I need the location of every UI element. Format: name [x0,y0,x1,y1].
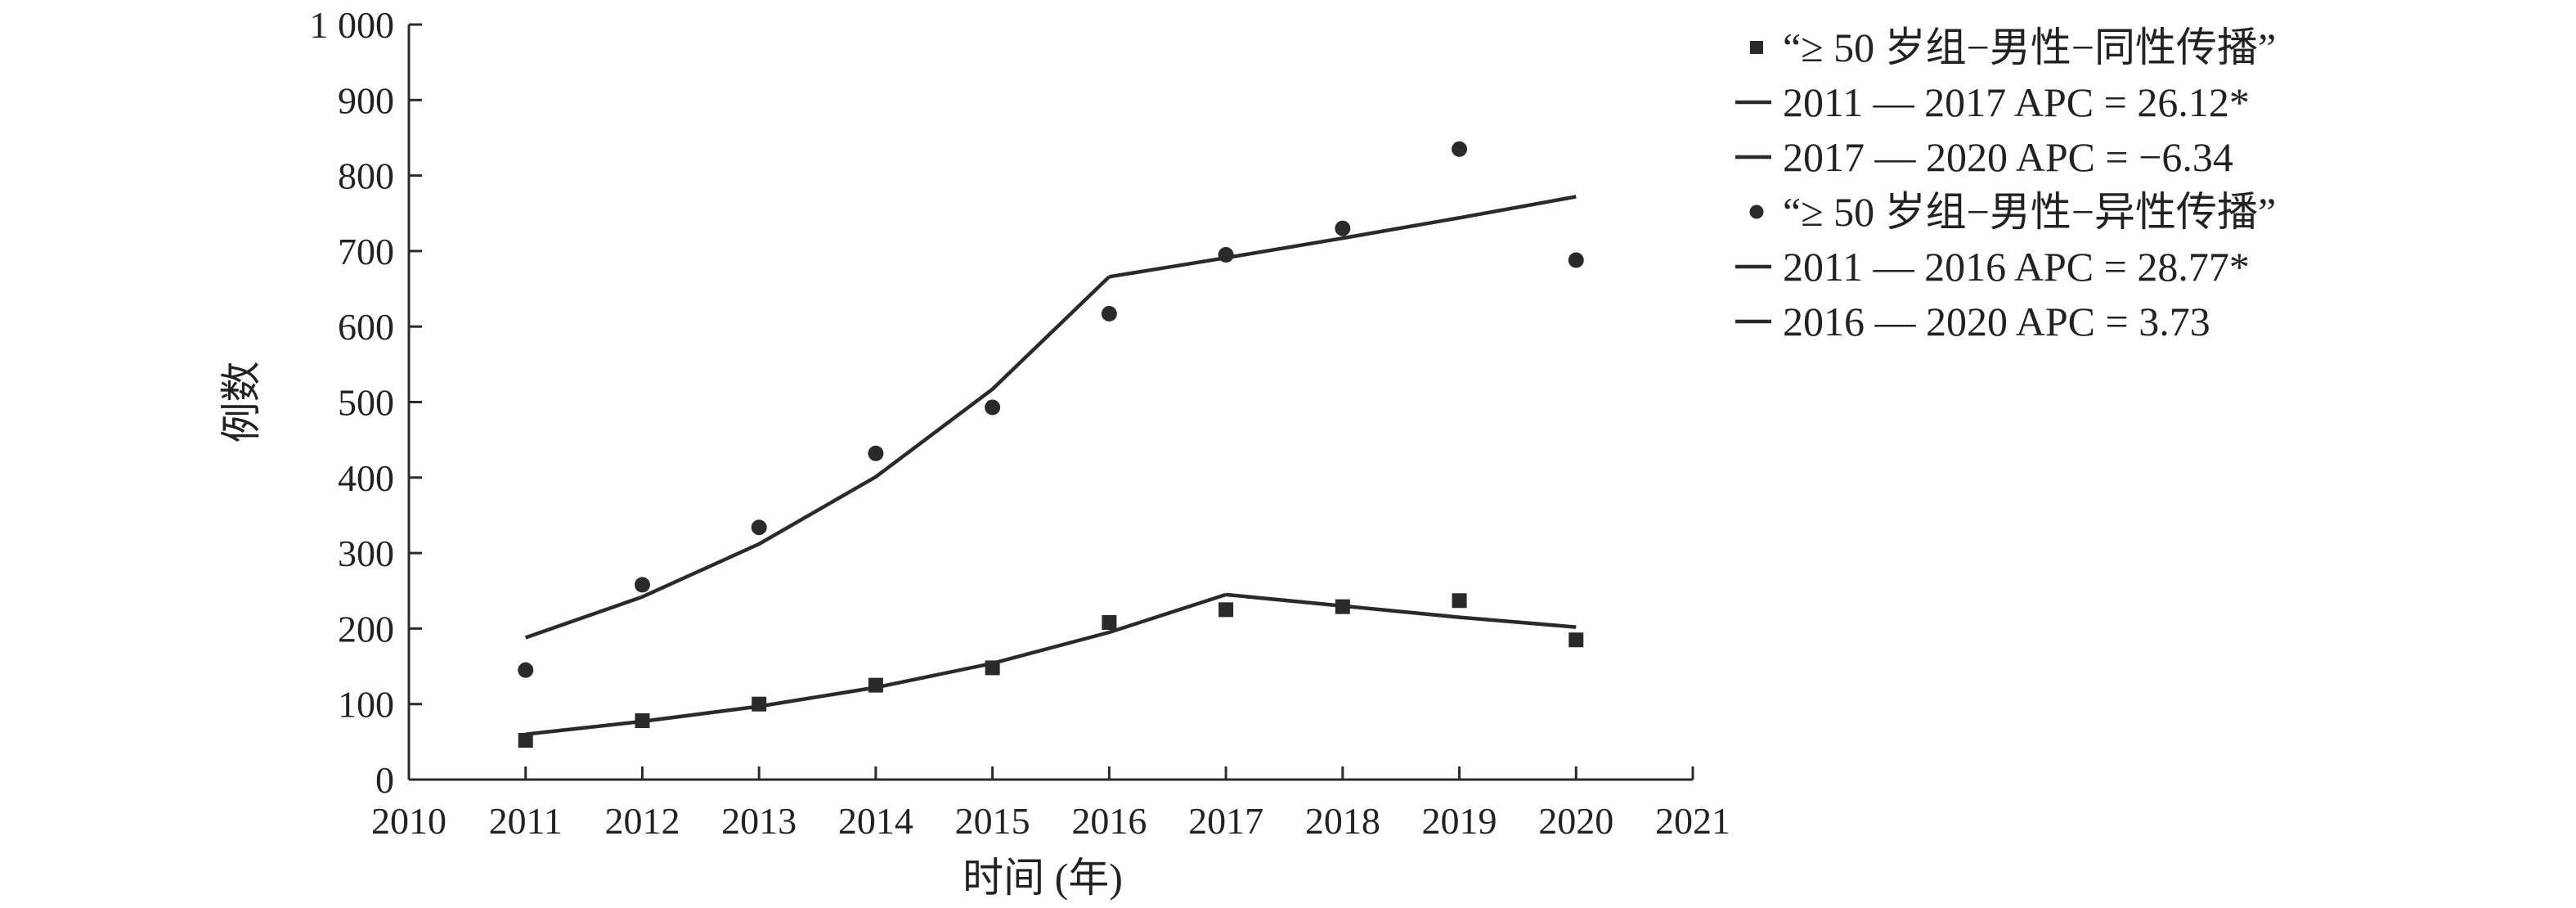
x-tick-label: 2017 [1188,800,1263,842]
data-point-circle [1335,220,1351,236]
data-point-square [1218,602,1234,618]
y-tick-label: 400 [338,457,394,499]
legend-label: 2011 — 2016 APC = 28.77* [1783,244,2250,290]
legend-label: 2011 — 2017 APC = 26.12* [1783,79,2250,125]
x-tick-label: 2012 [604,800,680,842]
data-point-square [752,696,767,712]
data-point-square [1335,599,1350,614]
data-point-circle [1452,141,1468,157]
x-axis-title: 时间 (年) [963,855,1123,901]
y-tick-label: 600 [338,306,394,348]
legend-label: 2016 — 2020 APC = 3.73 [1783,299,2210,344]
data-point-square [635,713,650,729]
data-point-circle [518,662,534,678]
x-tick-label: 2013 [721,800,797,842]
x-tick-label: 2021 [1655,800,1730,842]
fit-line-3 [524,275,1111,640]
y-tick-label: 700 [338,231,394,272]
x-tick-label: 2011 [489,800,563,842]
data-point-square [1568,632,1584,648]
y-tick-label: 100 [338,684,394,726]
x-tick-label: 2010 [371,800,447,842]
fit-line-4 [1109,195,1577,279]
y-tick-label: 1 000 [310,4,395,46]
data-points [518,141,1584,748]
data-point-circle [1568,252,1584,268]
data-point-square [985,660,1000,676]
legend-marker-circle [1749,205,1764,219]
data-point-square [518,733,533,748]
y-tick-label: 900 [338,79,394,121]
x-tick-label: 2014 [838,800,913,842]
data-point-square [1452,593,1467,609]
data-point-circle [634,577,650,593]
fit-line-1 [525,592,1227,736]
y-tick-label: 800 [338,155,394,197]
x-tick-label: 2015 [955,800,1030,842]
legend-marker-square [1750,41,1763,54]
data-point-circle [868,445,884,461]
y-tick-label: 500 [338,382,394,424]
y-tick-label: 0 [375,759,394,801]
data-point-circle [985,399,1001,416]
legend-label: 2017 — 2020 APC = −6.34 [1783,134,2233,180]
x-tick-label: 2016 [1071,800,1147,842]
fit-line-2 [1225,592,1577,629]
data-point-circle [1101,306,1117,322]
x-tick-label: 2018 [1305,800,1380,842]
legend-label: “≥ 50 岁组−男性−同性传播” [1783,25,2276,70]
legend: “≥ 50 岁组−男性−同性传播” 2011 — 2017 APC = 26.12… [1735,25,2276,344]
x-tick-label: 2019 [1422,800,1497,842]
y-tick-label: 200 [338,608,394,650]
y-axis-title: 例数 [218,362,264,443]
data-point-square [868,677,883,693]
legend-label: “≥ 50 岁组−男性−异性传播” [1783,189,2276,235]
data-point-square [1102,615,1117,631]
x-tick-label: 2020 [1538,800,1613,842]
data-point-circle [751,519,767,536]
fit-lines [524,195,1577,736]
data-point-circle [1218,247,1234,263]
axes: 0 100 200 300 400 500 600 700 800 900 1 000 2010 201… [310,4,1731,842]
y-tick-label: 300 [338,533,394,574]
